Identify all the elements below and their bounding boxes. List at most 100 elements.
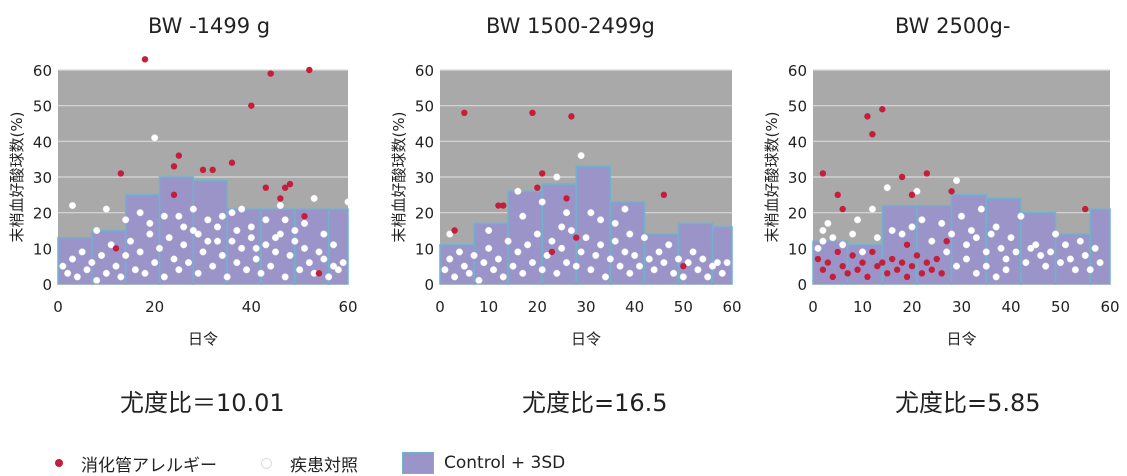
control-point xyxy=(281,273,289,281)
control-point xyxy=(558,223,566,231)
legend-label: Control + 3SD xyxy=(444,453,566,473)
control-point xyxy=(257,269,265,277)
control-point xyxy=(660,259,668,267)
control-point xyxy=(73,273,81,281)
allergy-point xyxy=(948,188,955,195)
allergy-point xyxy=(938,270,945,277)
control-point xyxy=(334,266,342,274)
control-point xyxy=(543,251,551,260)
y-axis-label: 末梢血好酸球数(%) xyxy=(8,112,26,243)
control-point xyxy=(204,237,212,245)
control-point xyxy=(499,273,507,281)
control-point xyxy=(151,134,159,142)
control-point xyxy=(645,255,653,263)
control-point xyxy=(640,234,648,242)
control-point xyxy=(112,262,120,270)
control-point xyxy=(117,273,125,281)
control-point xyxy=(553,173,561,181)
y-tick-label: 50 xyxy=(415,98,434,116)
allergy-point xyxy=(864,273,871,281)
control-point xyxy=(470,251,478,260)
chart-title: BW 1500-2499g xyxy=(486,14,655,38)
allergy-point xyxy=(660,191,668,199)
control-point xyxy=(839,241,847,249)
y-tick-label: 50 xyxy=(788,98,807,116)
y-tick-label: 60 xyxy=(788,62,807,80)
allergy-point xyxy=(141,56,149,63)
allergy-point xyxy=(495,202,502,209)
control-point xyxy=(199,248,207,256)
x-tick-label: 0 xyxy=(808,298,818,316)
allergy-point xyxy=(839,262,846,270)
control-point xyxy=(1032,241,1040,249)
control-point xyxy=(538,198,546,206)
allergy-point xyxy=(844,270,851,277)
control-point xyxy=(189,226,197,235)
control-point xyxy=(616,262,624,270)
allergy-point xyxy=(199,166,207,174)
control-point xyxy=(325,273,333,281)
allergy-point xyxy=(869,131,876,138)
x-tick-label: 20 xyxy=(902,298,921,316)
allergy-point xyxy=(170,163,178,170)
y-tick-label: 40 xyxy=(33,133,52,151)
control-point xyxy=(252,244,260,252)
control-point xyxy=(1071,266,1079,274)
control-point xyxy=(665,241,673,249)
legend-item-band: Control + 3SD xyxy=(402,452,565,474)
control-point xyxy=(1056,259,1065,267)
control-point xyxy=(1096,259,1104,267)
control-point xyxy=(533,230,541,238)
control-point xyxy=(247,234,255,242)
control-point xyxy=(967,226,975,235)
chart-title: BW -1499 g xyxy=(148,14,271,38)
likelihood-ratio: 尤度比=5.85 xyxy=(895,389,1041,417)
allergy-point xyxy=(301,213,308,220)
control-point xyxy=(184,259,193,267)
control-point xyxy=(704,273,712,281)
control-point xyxy=(650,266,658,274)
control-point xyxy=(670,269,678,277)
control-point xyxy=(175,266,183,274)
x-tick-label: 10 xyxy=(853,298,872,316)
control-point xyxy=(601,273,610,281)
control-point xyxy=(689,248,697,256)
band-swatch-icon xyxy=(402,452,434,474)
control-point xyxy=(102,205,110,213)
control-point xyxy=(233,259,241,267)
band-bar xyxy=(575,165,612,285)
x-tick-label: 40 xyxy=(242,298,261,316)
control-point xyxy=(611,237,619,245)
legend: 消化管アレルギー 疾患対照 Control + 3SD xyxy=(55,452,609,476)
x-tick-label: 60 xyxy=(722,298,741,316)
allergy-point xyxy=(539,170,546,177)
control-point xyxy=(155,244,164,252)
control-point xyxy=(519,212,527,220)
control-point xyxy=(180,241,188,249)
control-point xyxy=(553,269,561,277)
control-point xyxy=(577,152,585,160)
control-point xyxy=(223,273,231,281)
allergy-point xyxy=(829,273,836,281)
control-point xyxy=(524,241,532,249)
control-point xyxy=(679,273,687,281)
control-point xyxy=(78,248,86,256)
control-point xyxy=(582,234,590,242)
control-point xyxy=(514,248,522,256)
control-point xyxy=(93,226,101,235)
control-point xyxy=(587,266,595,274)
allergy-point xyxy=(923,170,931,177)
chart-panel-2: BW 1500-2499g 0 10 20 30 40 50 60 0 10 20 30 40 50 60… xyxy=(382,0,742,420)
control-point xyxy=(1027,244,1035,252)
control-point xyxy=(1047,248,1055,256)
x-tick-label: 0 xyxy=(435,298,445,316)
allergy-point xyxy=(534,184,541,191)
control-point xyxy=(626,230,634,238)
band-bar xyxy=(1020,211,1057,285)
control-point xyxy=(93,276,101,284)
y-tick-label: 20 xyxy=(788,205,807,223)
allergy-point xyxy=(286,180,294,188)
y-tick-label: 60 xyxy=(415,62,434,80)
control-point xyxy=(913,187,921,195)
control-point xyxy=(320,255,328,263)
